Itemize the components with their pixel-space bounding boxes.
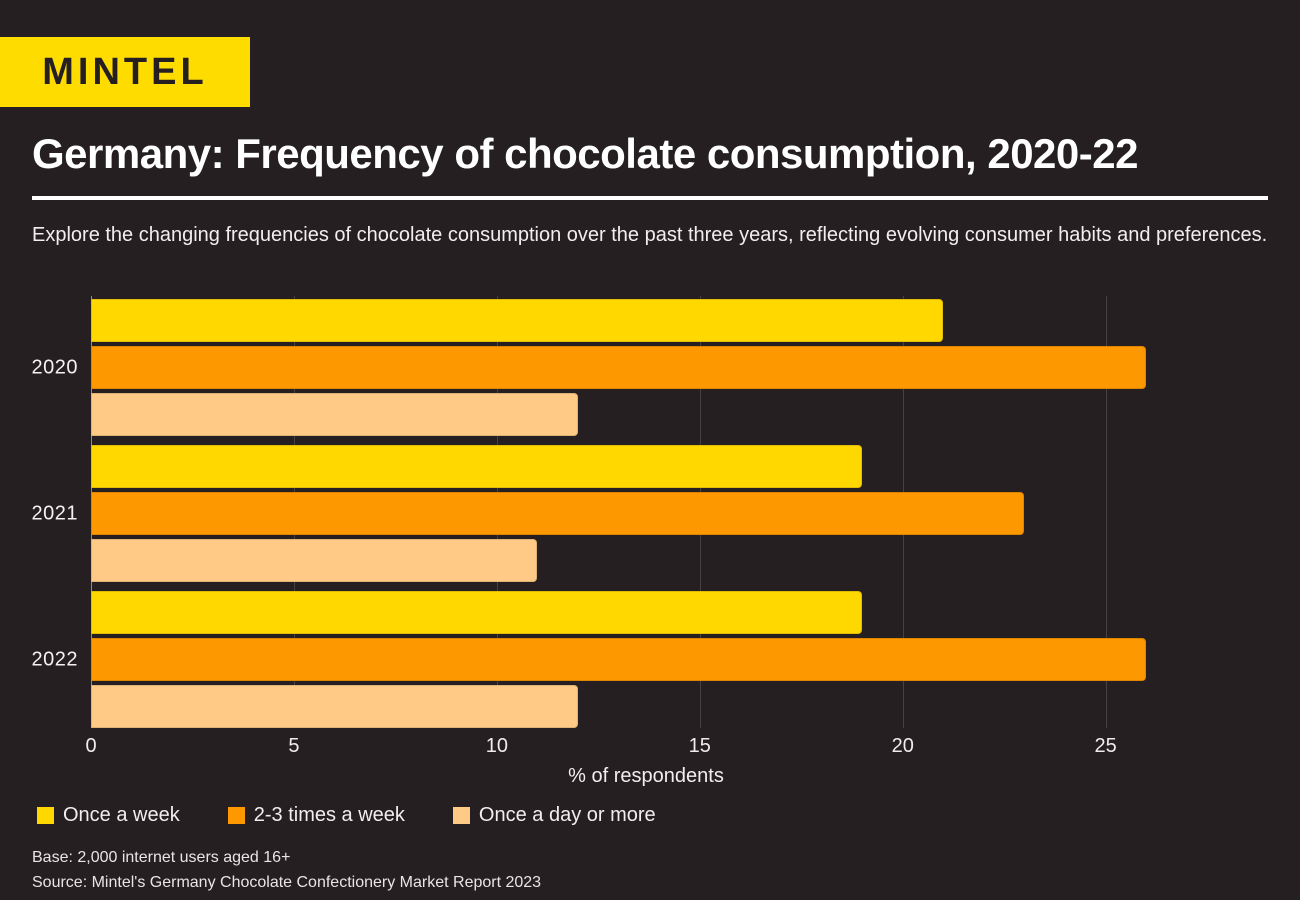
mintel-logo: MINTEL	[0, 37, 250, 107]
chart-footer: Base: 2,000 internet users aged 16+ Sour…	[32, 845, 1232, 895]
footer-base-note: Base: 2,000 internet users aged 16+	[32, 849, 291, 866]
x-axis-title: % of respondents	[568, 765, 724, 787]
legend-item-2-3-times-a-week: 2-3 times a week	[227, 803, 405, 827]
page-title: Germany: Frequency of chocolate consumpt…	[32, 130, 1138, 177]
legend-swatch-2-3-times-a-week	[227, 806, 245, 824]
legend-label-once-a-day-or-more: Once a day or more	[478, 803, 656, 826]
bar-2020-once-a-week	[91, 299, 944, 342]
legend-swatch-once-a-week	[37, 806, 54, 824]
footer-source-note: Source: Mintel's Germany Chocolate Confe…	[32, 874, 542, 891]
legend-item-once-a-day-or-more: Once a day or more	[452, 803, 656, 827]
x-tick-25: 25	[1094, 735, 1117, 757]
bar-2020-once-a-day-or-more	[91, 393, 579, 436]
y-axis-labels: 2020 2021 2022	[0, 0, 78, 900]
chart-legend: Once a week 2-3 times a week Once a day or…	[37, 797, 656, 833]
year-label-2021: 2021	[31, 502, 78, 524]
x-axis-ticks: 0 5 10 15 20 25	[85, 735, 1268, 759]
bar-chart-plot-area	[91, 296, 1268, 728]
x-tick-5: 5	[288, 735, 300, 757]
x-tick-10: 10	[485, 735, 508, 757]
chart-subtitle: Explore the changing frequencies of choc…	[32, 224, 1268, 246]
bar-2022-once-a-day-or-more	[91, 685, 579, 728]
legend-label-once-a-week: Once a week	[63, 803, 180, 826]
legend-item-once-a-week: Once a week	[37, 804, 180, 827]
bar-2022-2-3-times-a-week	[91, 638, 1147, 681]
mintel-logo-text: MINTEL	[42, 51, 208, 93]
x-tick-0: 0	[85, 735, 97, 757]
legend-swatch-once-a-day-or-more	[452, 806, 470, 824]
year-label-2020: 2020	[31, 356, 78, 378]
x-tick-15: 15	[688, 735, 711, 757]
bar-2021-once-a-day-or-more	[91, 539, 538, 582]
bar-2021-once-a-week	[91, 445, 863, 488]
year-label-2022: 2022	[31, 648, 78, 670]
gridline-x-25	[1105, 296, 1107, 728]
bar-2020-2-3-times-a-week	[91, 346, 1147, 389]
bar-2022-once-a-week	[91, 591, 863, 634]
legend-label-2-3-times-a-week: 2-3 times a week	[253, 803, 405, 826]
title-divider	[32, 196, 1268, 200]
x-tick-20: 20	[891, 735, 914, 757]
bar-2021-2-3-times-a-week	[91, 492, 1025, 535]
